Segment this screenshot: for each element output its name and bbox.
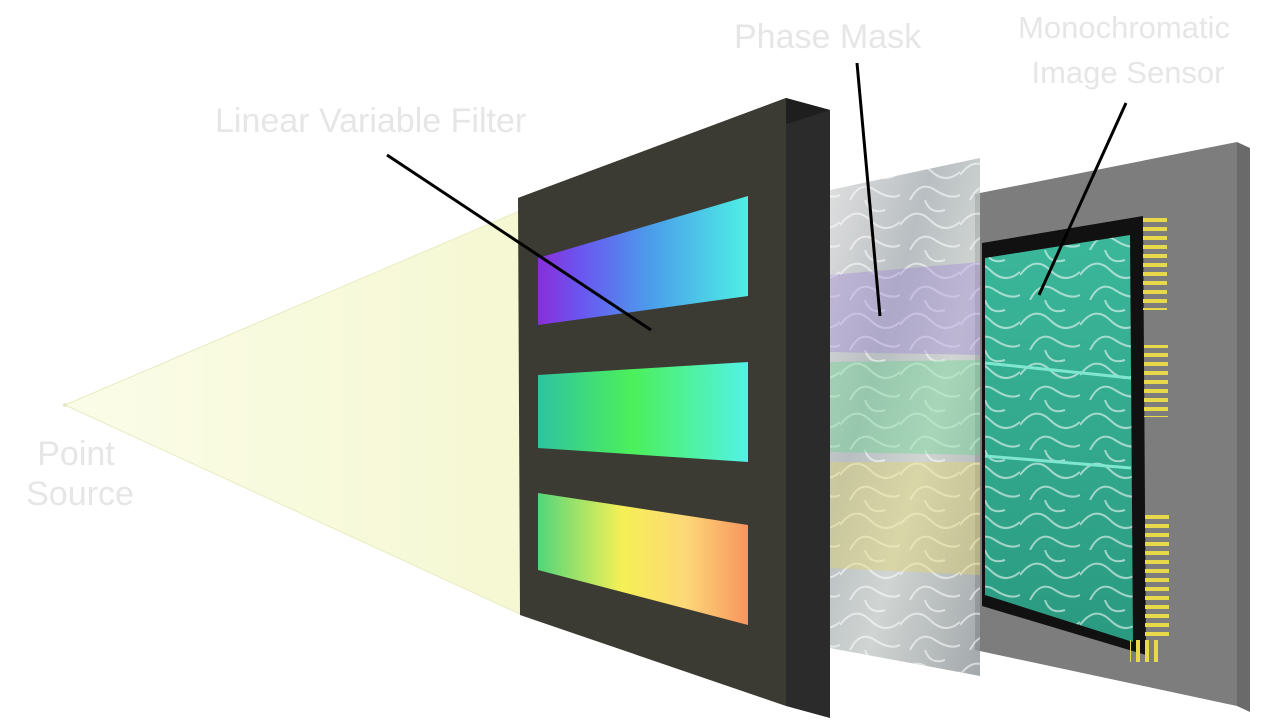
filter-band-top bbox=[538, 196, 748, 325]
label-point-source-line1: Point bbox=[37, 435, 115, 473]
leader-line-sensor bbox=[1037, 102, 1128, 296]
sensor-pins-right-bottom bbox=[1145, 510, 1169, 640]
phase-mask-band-mid bbox=[830, 360, 980, 455]
sensor-band-divider bbox=[984, 361, 1132, 380]
filter-frame-side bbox=[786, 98, 830, 718]
filter-band-bottom bbox=[538, 493, 748, 625]
sensor-pins-right-top bbox=[1143, 218, 1167, 310]
phase-mask-band-top bbox=[830, 262, 980, 355]
sensor-caustic-pattern bbox=[985, 235, 1133, 642]
filter-band-middle bbox=[538, 362, 748, 462]
phase-mask-band-bottom bbox=[830, 462, 980, 575]
label-sensor-line2: Image Sensor bbox=[1032, 55, 1225, 90]
image-sensor bbox=[975, 142, 1250, 712]
sensor-board-side bbox=[1237, 142, 1250, 712]
sensor-pins-right-mid bbox=[1144, 345, 1168, 417]
label-linear-variable-filter: Linear Variable Filter bbox=[215, 102, 526, 140]
leader-line-filter bbox=[386, 153, 652, 332]
linear-variable-filter bbox=[518, 98, 830, 718]
point-source-marker bbox=[63, 403, 67, 407]
light-cone bbox=[63, 209, 523, 616]
leader-line-phase-mask bbox=[855, 62, 882, 317]
phase-mask bbox=[830, 158, 980, 676]
phase-mask-caustic-pattern bbox=[830, 158, 980, 676]
label-point-source-line2: Source bbox=[26, 475, 134, 513]
label-phase-mask: Phase Mask bbox=[734, 18, 922, 56]
label-sensor-line1: Monochromatic bbox=[1018, 10, 1230, 45]
sensor-pins-bottom bbox=[1130, 640, 1160, 662]
sensor-band-divider bbox=[984, 454, 1132, 470]
